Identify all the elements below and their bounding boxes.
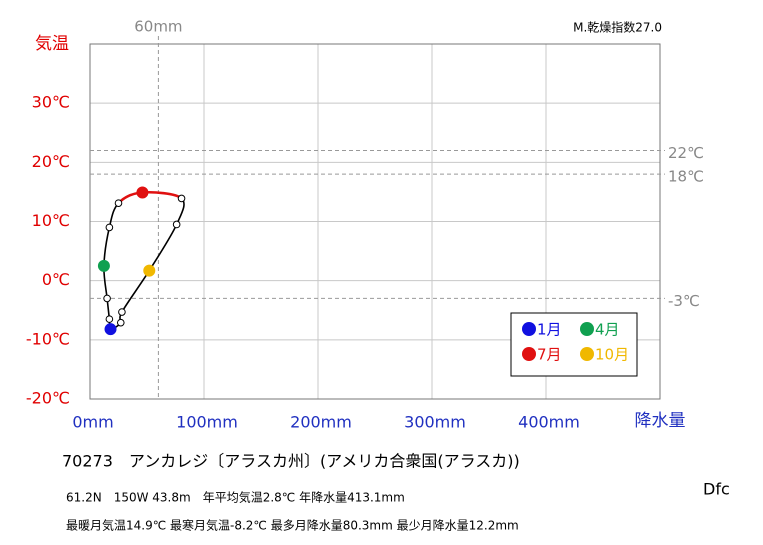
info: 最暖月気温14.9℃ 最寒月気温-8.2℃ 最多月降水量80.3mm 最少月降水… (66, 518, 519, 533)
y-tick-label: -20℃ (26, 389, 70, 408)
month-point (114, 199, 123, 207)
month-point (172, 220, 181, 229)
y-tick-label: 10℃ (32, 211, 70, 230)
y-axis-title: 気温 (35, 34, 69, 54)
month-point (105, 223, 114, 232)
x-tick-label: 200mm (290, 413, 352, 432)
reference-label: -3℃ (668, 292, 700, 310)
reference-label: 22℃ (668, 144, 704, 162)
month-point (177, 194, 186, 203)
legend-marker (522, 347, 536, 361)
legend-marker (580, 322, 594, 336)
legend-label: 7月 (537, 346, 562, 364)
month-point (136, 186, 149, 199)
month-point (105, 315, 114, 323)
station: 70273 アンカレジ〔アラスカ州〕(アメリカ合衆国(アラスカ)) (62, 452, 520, 471)
x-tick-label: 400mm (518, 413, 580, 432)
month-point (104, 323, 117, 336)
month-point (143, 264, 156, 277)
legend-label: 4月 (595, 321, 620, 339)
legend-label: 1月 (537, 321, 562, 339)
y-tick-label: 0℃ (42, 270, 70, 289)
month-point (118, 308, 126, 316)
aridity-index: M.乾燥指数27.0 (573, 20, 662, 35)
reference-label: 18℃ (668, 168, 704, 186)
legend-marker (522, 322, 536, 336)
y-tick-label: 30℃ (32, 93, 70, 112)
month-point (103, 294, 111, 303)
legend-label: 10月 (595, 346, 629, 364)
reference-label: 60mm (134, 18, 182, 36)
x-tick-label: 0mm (72, 413, 113, 432)
legend-marker (580, 347, 594, 361)
y-tick-label: 20℃ (32, 152, 70, 171)
month-point (97, 259, 110, 272)
x-axis-title: 降水量 (635, 411, 686, 431)
info: 61.2N 150W 43.8m 年平均気温2.8℃ 年降水量413.1mm (66, 490, 405, 505)
x-tick-label: 100mm (176, 413, 238, 432)
month-point (116, 318, 125, 327)
y-tick-label: -10℃ (26, 329, 70, 348)
x-tick-label: 300mm (404, 413, 466, 432)
climate-class: Dfc (703, 480, 730, 499)
plot-frame (89, 43, 661, 400)
